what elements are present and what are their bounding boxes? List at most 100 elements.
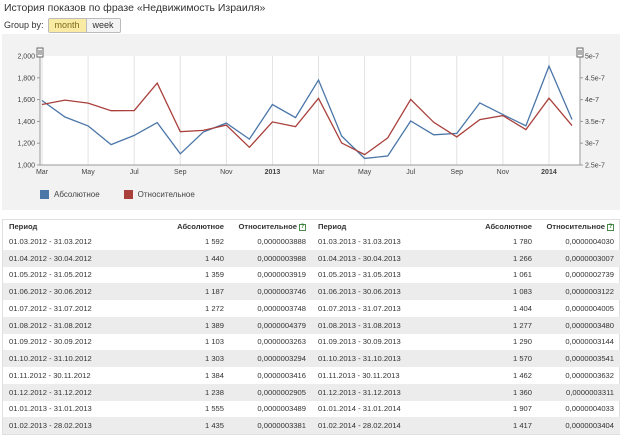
header-absolute: Абсолютное bbox=[177, 222, 224, 231]
table-row: 01.12.2012 - 31.12.2012 1 238 0,0000002905 bbox=[3, 383, 312, 401]
cell-absolute: 1 360 bbox=[462, 383, 538, 401]
cell-relative: 0,0000003381 bbox=[230, 417, 312, 434]
cell-relative: 0,0000003746 bbox=[230, 283, 312, 300]
table-row: 01.01.2014 - 31.01.2014 1 907 0,0000004033 bbox=[312, 401, 620, 418]
stats-table-panel: Период Абсолютное Относительное? 01.03.2… bbox=[2, 219, 620, 435]
y-left-tick-label: 1,200 bbox=[17, 141, 35, 148]
cell-period: 01.06.2012 - 30.06.2012 bbox=[3, 283, 153, 300]
page-title: История показов по фразе «Недвижимость И… bbox=[4, 2, 266, 14]
group-by-label: Group by: bbox=[4, 20, 44, 30]
cell-relative: 0,0000003748 bbox=[257, 303, 306, 313]
range-handle-left[interactable] bbox=[36, 47, 44, 58]
chart-panel: Mar May Jul Sep Nov 2013 Mar May Jul Sep Nov 2014 1,… bbox=[2, 34, 620, 210]
help-icon[interactable]: ? bbox=[607, 223, 614, 231]
cell-absolute: 1 384 bbox=[204, 370, 224, 380]
cell-absolute: 1 907 bbox=[512, 404, 532, 414]
cell-relative: 0,0000004005 bbox=[565, 303, 614, 313]
y-left-tick-label: 1,000 bbox=[17, 163, 35, 170]
group-by-week-button[interactable]: week bbox=[86, 18, 120, 32]
cell-absolute: 1 570 bbox=[462, 350, 538, 367]
cell-period: 01.10.2012 - 31.10.2012 bbox=[3, 350, 153, 367]
cell-relative: 0,0000004379 bbox=[230, 316, 312, 334]
x-tick-label: Mar bbox=[36, 169, 49, 176]
cell-relative: 0,0000003632 bbox=[565, 370, 614, 380]
legend-swatch-relative bbox=[123, 190, 133, 199]
table-row: 01.05.2013 - 31.05.2013 1 061 0,0000002739 bbox=[312, 267, 620, 284]
y-right-tick-label: 4.5e-7 bbox=[585, 75, 605, 82]
cell-relative: 0,0000003988 bbox=[230, 249, 312, 267]
cell-period: 01.05.2012 - 31.05.2012 bbox=[9, 270, 92, 280]
cell-period: 01.08.2012 - 31.08.2012 bbox=[3, 316, 153, 334]
chart-legend: Абсолютное Относительное bbox=[40, 190, 219, 199]
legend-label-absolute: Абсолютное bbox=[54, 190, 100, 199]
range-handle-right[interactable] bbox=[576, 47, 584, 58]
legend-item-absolute[interactable]: Абсолютное bbox=[40, 190, 100, 199]
cell-absolute: 1 266 bbox=[462, 249, 538, 267]
x-tick-label: May bbox=[358, 169, 372, 176]
help-icon[interactable]: ? bbox=[299, 223, 306, 231]
table-header-row: Период Абсолютное Относительное? bbox=[312, 220, 620, 233]
cell-period: 01.12.2013 - 31.12.2013 bbox=[312, 383, 462, 401]
cell-period: 01.03.2012 - 31.03.2012 bbox=[9, 236, 92, 246]
cell-absolute: 1 303 bbox=[153, 350, 230, 367]
cell-absolute: 1 435 bbox=[153, 417, 230, 434]
cell-absolute: 1 083 bbox=[462, 283, 538, 300]
cell-relative: 0,0000003311 bbox=[538, 383, 620, 401]
header-relative-label: Относительное bbox=[546, 222, 605, 231]
table-row: 01.03.2013 - 31.03.2013 1 780 0,0000004030 bbox=[312, 233, 620, 250]
cell-relative: 0,0000003404 bbox=[538, 417, 620, 434]
table-row: 01.04.2013 - 30.04.2013 1 266 0,0000003007 bbox=[312, 249, 620, 267]
cell-absolute: 1 417 bbox=[462, 417, 538, 434]
group-by-month-button[interactable]: month bbox=[48, 18, 87, 32]
legend-item-relative[interactable]: Относительное bbox=[123, 190, 195, 199]
cell-period: 01.09.2012 - 30.09.2012 bbox=[9, 337, 92, 347]
table-row: 01.06.2012 - 30.06.2012 1 187 0,0000003746 bbox=[3, 283, 312, 300]
x-tick-label: 2014 bbox=[541, 169, 557, 176]
x-tick-label: Sep bbox=[174, 169, 187, 176]
y-right-tick-label: 4e-7 bbox=[585, 97, 599, 104]
y-right-tick-label: 2.5e-7 bbox=[585, 163, 605, 170]
x-tick-label: May bbox=[81, 169, 95, 176]
cell-relative: 0,0000003144 bbox=[565, 337, 614, 347]
cell-relative: 0,0000003122 bbox=[538, 283, 620, 300]
table-row: 01.01.2013 - 31.01.2013 1 555 0,0000003489 bbox=[3, 401, 312, 418]
y-left-tick-label: 1,400 bbox=[17, 119, 35, 126]
cell-absolute: 1 103 bbox=[204, 337, 224, 347]
cell-period: 01.05.2013 - 31.05.2013 bbox=[318, 270, 401, 280]
cell-relative: 0,0000002739 bbox=[565, 270, 614, 280]
cell-period: 01.07.2012 - 31.07.2012 bbox=[9, 303, 92, 313]
cell-relative: 0,0000003416 bbox=[257, 370, 306, 380]
cell-relative: 0,0000004033 bbox=[565, 404, 614, 414]
legend-label-relative: Относительное bbox=[137, 190, 195, 199]
handle-box bbox=[576, 47, 584, 58]
x-tick-label: Jul bbox=[406, 169, 415, 176]
x-tick-label: Jul bbox=[130, 169, 139, 176]
series-line-absolute bbox=[41, 64, 573, 160]
cell-period: 01.08.2013 - 31.08.2013 bbox=[312, 316, 462, 334]
cell-absolute: 1 187 bbox=[153, 283, 230, 300]
cell-period: 01.02.2014 - 28.02.2014 bbox=[312, 417, 462, 434]
table-row: 01.12.2013 - 31.12.2013 1 360 0,0000003311 bbox=[312, 383, 620, 401]
cell-absolute: 1 440 bbox=[153, 249, 230, 267]
header-relative: Относительное? bbox=[230, 220, 312, 233]
cell-relative: 0,0000004030 bbox=[565, 236, 614, 246]
cell-absolute: 1 462 bbox=[512, 370, 532, 380]
table-row: 01.04.2012 - 30.04.2012 1 440 0,0000003988 bbox=[3, 249, 312, 267]
cell-relative: 0,0000003919 bbox=[257, 270, 306, 280]
header-relative: Относительное? bbox=[538, 220, 620, 233]
y-left-tick-label: 1,800 bbox=[17, 75, 35, 82]
cell-relative: 0,0000003007 bbox=[538, 249, 620, 267]
cell-period: 01.01.2014 - 31.01.2014 bbox=[318, 404, 401, 414]
x-tick-label: Nov bbox=[497, 169, 510, 176]
table-row: 01.09.2013 - 30.09.2013 1 290 0,0000003144 bbox=[312, 334, 620, 351]
table-row: 01.08.2013 - 31.08.2013 1 277 0,0000003480 bbox=[312, 316, 620, 334]
stats-table-left: Период Абсолютное Относительное? 01.03.2… bbox=[3, 220, 312, 434]
cell-relative: 0,0000003263 bbox=[257, 337, 306, 347]
header-relative-label: Относительное bbox=[238, 222, 297, 231]
table-row: 01.07.2013 - 31.07.2013 1 404 0,0000004005 bbox=[312, 300, 620, 317]
cell-absolute: 1 389 bbox=[153, 316, 230, 334]
y-right-tick-label: 3e-7 bbox=[585, 141, 599, 148]
legend-swatch-absolute bbox=[40, 190, 49, 199]
cell-relative: 0,0000003294 bbox=[230, 350, 312, 367]
cell-period: 01.03.2013 - 31.03.2013 bbox=[318, 236, 401, 246]
